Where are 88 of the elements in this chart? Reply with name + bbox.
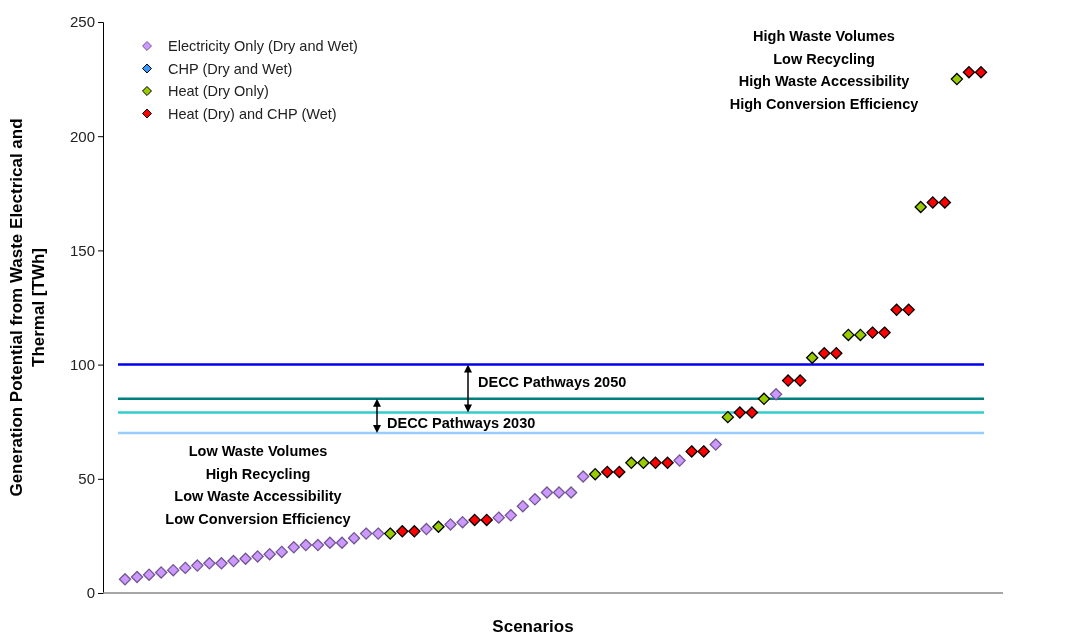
point [432,520,445,533]
point [902,303,915,316]
point [335,536,349,549]
point [552,486,566,499]
point [179,561,192,575]
point [830,346,843,360]
point [371,527,385,540]
y-tick-label: 250 [69,13,95,31]
point [661,456,674,470]
point [625,456,638,470]
point [456,515,469,529]
y-tick-label: 100 [69,355,95,373]
point [709,438,722,451]
point [287,541,301,554]
point [359,527,373,540]
point [504,509,518,522]
point [601,465,614,479]
point [866,326,879,339]
point [516,499,530,513]
point [251,550,264,563]
point [275,545,288,559]
point [974,66,988,79]
point [239,552,252,565]
point [697,445,710,458]
point [637,456,650,470]
x-axis-title: Scenarios [492,617,574,636]
point [588,468,602,481]
point [528,493,542,506]
point [384,527,397,540]
point [347,531,361,545]
point [793,374,807,387]
point [408,525,421,538]
point [854,328,867,342]
point [781,374,795,387]
point [480,513,493,527]
point [118,573,132,586]
point [130,570,144,584]
point [576,470,590,483]
point [142,568,156,581]
point [540,486,554,499]
point [890,303,903,316]
y-tick-label: 200 [69,127,95,145]
point [191,559,204,572]
legend-label: Electricity Only (Dry and Wet) [168,38,358,54]
point [926,196,939,209]
point [311,538,325,552]
point [564,486,578,499]
point [685,445,698,458]
point [962,66,976,79]
point [757,392,771,406]
point [878,326,891,339]
point [263,547,276,561]
point [167,563,180,577]
point [492,511,505,524]
annotation: DECC Pathways 2030 [387,414,536,431]
point [468,513,481,527]
legend-label: Heat (Dry Only) [168,83,269,99]
point [420,522,433,536]
point [818,346,831,360]
point [950,72,964,86]
point [673,454,686,467]
point [914,200,927,214]
point [805,351,819,364]
point [938,196,952,209]
annotation: Low Waste Volumes High Recycling Low Waste Accessibility Low Conversion Efficiency [165,443,351,527]
point [203,557,216,570]
point [842,328,855,342]
point [227,554,240,568]
y-tick-label: 150 [69,241,95,259]
annotation: DECC Pathways 2050 [478,373,627,390]
point [215,557,228,570]
point [733,406,747,419]
y-tick-label: 50 [78,470,95,488]
point [721,410,735,424]
y-axis-title: Generation Potential from Waste Electrical and Thermal [TWh] [7,118,48,497]
point [745,406,759,419]
point [444,518,457,531]
legend-label: Heat (Dry) and CHP (Wet) [168,105,337,122]
annotation: High Waste Volumes Low Recycling High Waste Accessibility High Conversion Efficiency [729,28,919,112]
point [323,536,337,549]
point [769,388,783,401]
point [613,465,626,479]
point [299,538,313,552]
point [396,525,409,538]
legend-label: CHP (Dry and Wet) [168,60,293,77]
y-tick-label: 0 [86,584,95,602]
point [154,566,168,579]
point [649,456,662,470]
